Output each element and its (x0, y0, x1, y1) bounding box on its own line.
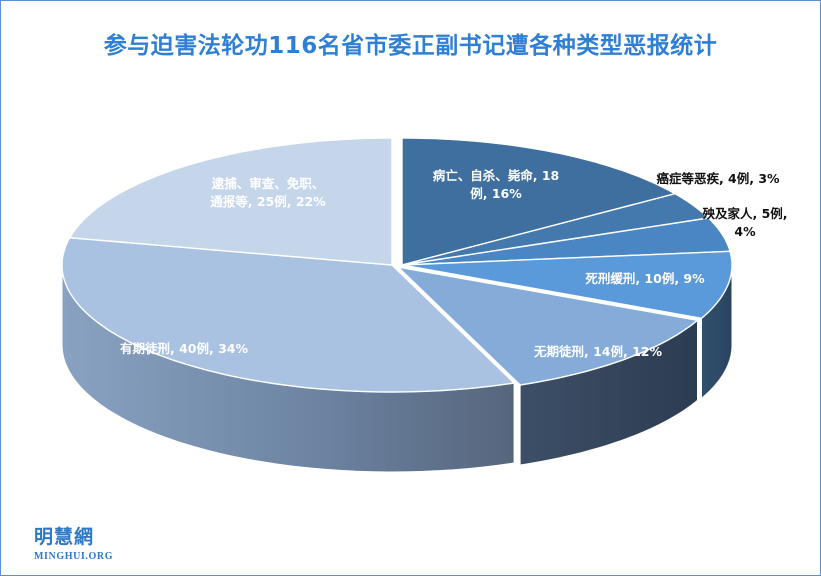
pie-slice-2 (401, 217, 731, 266)
pie-slice-5 (61, 237, 515, 393)
slice-label-6: 逮捕、审查、免职、通报等, 25例, 22% (210, 176, 326, 209)
slice-label-3: 死刑缓刑, 10例, 9% (584, 271, 705, 286)
slice-label-2: 殃及家人, 5例, 4% (701, 206, 787, 239)
chart-title: 参与迫害法轮功116名省市委正副书记遭各种类型恶报统计 (103, 33, 718, 59)
pie-slice-6 (69, 137, 393, 266)
slice-label-line: 死刑缓刑, 10例, 9% (584, 271, 705, 286)
slice-label-line: 例, 16% (470, 186, 522, 201)
slice-label-line: 癌症等恶疾, 4例, 3% (656, 171, 780, 186)
pie-slice-0 (401, 137, 676, 266)
pie-slice-3 (401, 250, 733, 319)
minghui-logo: 明慧網 MINGHUI.ORG (34, 522, 113, 562)
logo-chinese: 明慧網 (34, 526, 95, 548)
slice-label-line: 通报等, 25例, 22% (210, 194, 326, 209)
slice-label-line: 无期徒刑, 14例, 12% (533, 344, 662, 359)
pie-slice-1 (401, 193, 710, 266)
slice-label-line: 殃及家人, 5例, (701, 206, 787, 221)
pie-slice-4 (397, 266, 699, 386)
slice-label-line: 4% (734, 224, 756, 239)
slice-label-line: 逮捕、审查、免职、 (212, 176, 325, 191)
logo-english: MINGHUI.ORG (34, 551, 114, 562)
slice-label-4: 无期徒刑, 14例, 12% (533, 344, 662, 359)
slice-label-1: 癌症等恶疾, 4例, 3% (656, 171, 780, 186)
slice-label-line: 病亡、自杀、毙命, 18 (433, 168, 560, 183)
slice-label-5: 有期徒刑, 40例, 34% (120, 341, 248, 356)
slice-label-line: 有期徒刑, 40例, 34% (120, 341, 248, 356)
slice-label-0: 病亡、自杀、毙命, 18 例, 16% (433, 168, 560, 201)
